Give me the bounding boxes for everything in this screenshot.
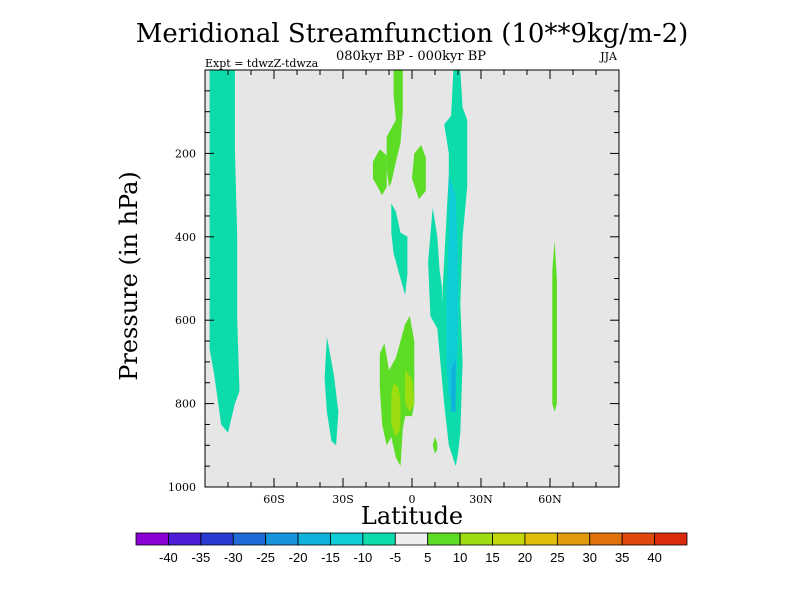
chart-subtitle: 080kyr BP - 000kyr BP	[336, 49, 486, 64]
contour-region-2	[386, 70, 403, 187]
y-tick-label: 1000	[168, 481, 196, 494]
y-tick-label: 800	[175, 398, 196, 411]
colorbar-label: 35	[615, 550, 629, 565]
x-tick-label: 30N	[469, 493, 493, 506]
contour-region-4	[412, 145, 426, 200]
x-tick-label: 30S	[332, 493, 354, 506]
y-tick-label: 200	[175, 147, 196, 160]
contour-region-7	[446, 174, 458, 412]
colorbar-box-10	[459, 532, 493, 546]
colorbar-box-2	[200, 532, 234, 546]
colorbar-label: 30	[583, 550, 597, 565]
colorbar-label: -20	[289, 550, 308, 565]
chart-title: Meridional Streamfunction (10**9kg/m-2)	[136, 19, 689, 49]
colorbar-box-13	[556, 532, 591, 546]
contour-region-5	[391, 203, 408, 296]
colorbar-label: -40	[159, 550, 178, 565]
axis-ticks: 200 400 600 800 1000 60S 30S 0 30N 60N	[168, 70, 619, 506]
colorbar-box-7	[362, 532, 396, 546]
colorbar-box-1	[168, 532, 202, 546]
colorbar-label: 20	[518, 550, 532, 565]
x-tick-label: 60N	[538, 493, 562, 506]
colorbar-label: 25	[550, 550, 564, 565]
colorbar-box-16	[654, 532, 688, 546]
colorbar-label: 10	[453, 550, 467, 565]
colorbar-label: 5	[424, 550, 431, 565]
colorbar-box-12	[524, 532, 558, 546]
x-axis-label: Latitude	[361, 502, 463, 530]
colorbar-box-9	[427, 532, 461, 546]
y-axis-label: Pressure (in hPa)	[115, 171, 143, 381]
plot-area: 200 400 600 800 1000 60S 30S 0 30N 60N	[168, 69, 620, 506]
colorbar-box-3	[232, 532, 267, 546]
contour-region-11	[405, 370, 415, 412]
colorbar-box-6	[330, 532, 364, 546]
colorbar-label: 40	[647, 550, 661, 565]
y-tick-label: 400	[175, 231, 196, 244]
colorbar-label: -5	[390, 550, 402, 565]
colorbar-box-8	[394, 532, 429, 546]
contour-region-8	[451, 357, 456, 412]
contour-region-10	[391, 382, 401, 437]
colorbar-label: -35	[191, 550, 210, 565]
colorbar-label: 15	[485, 550, 499, 565]
plot-background	[205, 70, 619, 487]
season-label: JJA	[599, 50, 618, 63]
y-tick-label: 600	[175, 314, 196, 327]
colorbar-label: -15	[321, 550, 340, 565]
contour-region-3	[372, 149, 387, 196]
contour-region-1	[324, 336, 339, 446]
contour-region-13	[552, 241, 557, 412]
contour-region-0	[209, 70, 240, 433]
contour-region-12	[432, 437, 438, 454]
colorbar-label: -10	[353, 550, 372, 565]
colorbar-label: -25	[256, 550, 275, 565]
colorbar-box-14	[589, 532, 623, 546]
x-tick-label: 0	[409, 493, 416, 506]
x-tick-label: 60S	[263, 493, 285, 506]
colorbar-box-11	[492, 532, 526, 546]
contour-regions	[209, 70, 557, 467]
colorbar-box-0	[135, 532, 169, 546]
colorbar-label: -30	[224, 550, 243, 565]
colorbar-box-5	[297, 532, 331, 546]
colorbar-box-15	[621, 532, 655, 546]
colorbar-box-4	[265, 532, 299, 546]
expt-label: Expt = tdwzZ-tdwza	[205, 57, 319, 70]
colorbar: -40 -35 -30 -25 -20 -15 -10 -5 5 10 15 20 25 30 35 40	[135, 532, 688, 565]
